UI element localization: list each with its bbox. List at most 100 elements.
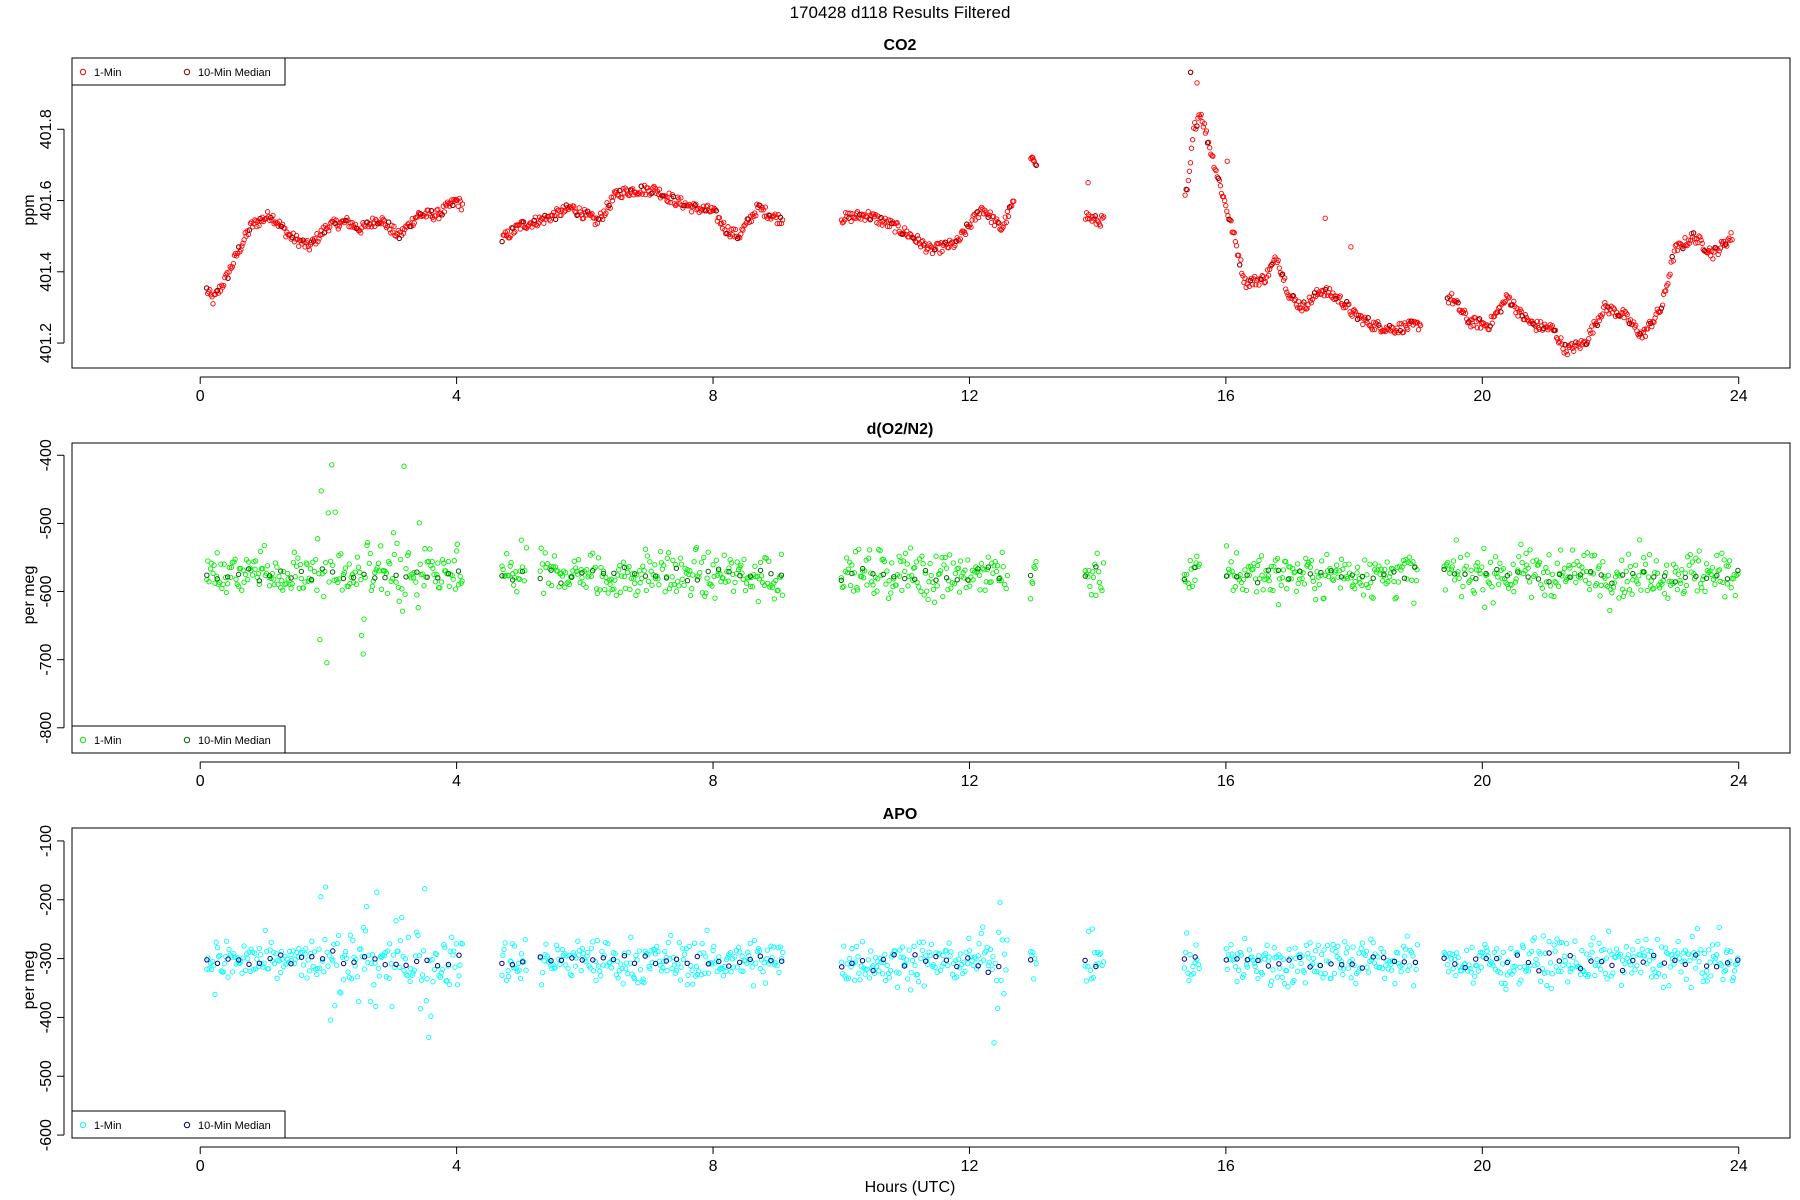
apo-1min-point xyxy=(883,977,889,984)
o2n2-1min-point xyxy=(640,563,646,569)
apo-1min-point xyxy=(693,963,700,970)
apo-panel-title: APO xyxy=(883,806,918,823)
o2n2-1min-point xyxy=(430,565,436,572)
co2-median-point xyxy=(942,239,948,246)
o2n2-median-point xyxy=(1328,568,1334,574)
o2n2-median-point xyxy=(435,575,441,581)
apo-median-point xyxy=(288,961,294,967)
o2n2-median-point xyxy=(235,571,242,578)
o2n2-1min-point xyxy=(1709,565,1716,571)
co2-median-point xyxy=(1551,327,1558,334)
apo-1min-point xyxy=(1549,971,1555,977)
apo-1min-point xyxy=(316,946,322,952)
co2-1min-point xyxy=(252,217,258,223)
o2n2-1min-point xyxy=(595,555,602,561)
o2n2-1min-point xyxy=(544,561,551,567)
co2-median-point xyxy=(343,217,349,224)
apo-1min-point xyxy=(1321,947,1327,953)
co2-1min-point xyxy=(1515,313,1521,319)
co2-1min-point xyxy=(1491,313,1498,320)
o2n2-1min-point xyxy=(1605,572,1612,579)
o2n2-1min-point xyxy=(1087,583,1093,590)
apo-1min-point xyxy=(1410,953,1416,959)
apo-1min-point xyxy=(1627,958,1633,965)
co2-median-point xyxy=(1408,318,1414,324)
apo-1min-point xyxy=(265,966,272,972)
o2n2-1min-point xyxy=(1582,577,1589,584)
o2n2-1min-point xyxy=(1536,559,1543,565)
apo-1min-point xyxy=(1353,980,1359,987)
o2n2-1min-point xyxy=(860,568,866,574)
o2n2-1min-point xyxy=(1468,567,1474,573)
o2n2-1min-point xyxy=(1404,576,1410,582)
apo-1min-point xyxy=(1181,965,1188,971)
o2n2-1min-point xyxy=(1226,569,1233,575)
apo-median-point xyxy=(747,956,753,963)
o2n2-1min-point xyxy=(967,583,973,589)
o2n2-1min-point xyxy=(1723,563,1729,569)
co2-1min-point xyxy=(1686,240,1692,246)
apo-1min-point xyxy=(206,966,212,972)
apo-1min-point xyxy=(1478,964,1484,970)
o2n2-1min-point xyxy=(868,579,875,585)
co2-1min-point xyxy=(256,222,262,229)
o2n2-1min-point xyxy=(865,555,872,561)
apo-1min-point xyxy=(1472,973,1478,979)
co2-1min-point xyxy=(1308,300,1315,306)
o2n2-1min-point xyxy=(1030,580,1036,587)
co2-median-point xyxy=(777,214,784,221)
apo-1min-point xyxy=(997,899,1003,905)
o2n2-1min-point xyxy=(727,557,733,563)
apo-1min-point xyxy=(723,968,729,975)
apo-1min-point xyxy=(1193,942,1199,948)
apo-1min-point xyxy=(254,956,260,962)
apo-1min-point xyxy=(862,971,868,977)
apo-1min-point xyxy=(887,967,894,974)
apo-median-point xyxy=(1244,957,1251,963)
o2n2-1min-point xyxy=(1653,558,1659,564)
o2n2-median-point xyxy=(1297,568,1303,574)
apo-1min-point xyxy=(386,975,392,981)
apo-1min-point xyxy=(511,965,517,971)
apo-axis-ticks: 0 4 8 12 16 20 24-100-200-300-400-500-600 xyxy=(38,825,1748,1175)
o2n2-median-point xyxy=(455,568,462,574)
apo-1min-point xyxy=(599,948,605,955)
co2-1min-point xyxy=(892,229,898,235)
apo-1min-point xyxy=(1087,967,1093,973)
o2n2-median-point xyxy=(1619,572,1626,578)
o2n2-1min-point xyxy=(1707,568,1713,574)
o2n2-median-point xyxy=(1462,571,1468,577)
apo-1min-point xyxy=(278,948,285,955)
o2n2-1min-point xyxy=(698,559,705,565)
o2n2-median-point xyxy=(403,574,409,580)
o2n2-1min-point xyxy=(712,595,718,601)
apo-1min-point xyxy=(1259,971,1265,977)
co2-median-point xyxy=(542,212,548,219)
apo-1min-point xyxy=(1359,940,1365,946)
apo-1min-point xyxy=(1491,949,1497,955)
o2n2-median-point xyxy=(975,566,981,572)
o2n2-1min-point xyxy=(1273,568,1279,574)
o2n2-median-point xyxy=(1441,566,1447,572)
co2-1min-point xyxy=(891,220,897,227)
o2n2-1min-point xyxy=(885,595,892,601)
o2n2-median-point xyxy=(1370,575,1376,581)
co2-median-point xyxy=(1311,290,1318,296)
o2n2-1min-point xyxy=(1346,561,1352,567)
o2n2-1min-point xyxy=(1589,553,1595,559)
o2n2-1min-point xyxy=(766,558,772,564)
apo-1min-point xyxy=(572,963,579,969)
o2n2-1min-point xyxy=(1510,561,1516,567)
co2-1min-point xyxy=(1362,314,1368,320)
co2-legend-median-label: 10-Min Median xyxy=(198,67,271,79)
apo-1min-point xyxy=(1514,949,1520,956)
apo-1min-point xyxy=(426,1034,432,1041)
o2n2-1min-point xyxy=(622,585,629,591)
apo-1min-point xyxy=(1606,948,1613,954)
co2-median-point xyxy=(1466,319,1472,325)
o2n2-1min-point xyxy=(889,560,895,566)
co2-median-point xyxy=(931,247,938,253)
apo-1min-point xyxy=(985,962,991,969)
o2n2-median-point xyxy=(694,577,701,583)
co2-median-point xyxy=(638,183,644,189)
